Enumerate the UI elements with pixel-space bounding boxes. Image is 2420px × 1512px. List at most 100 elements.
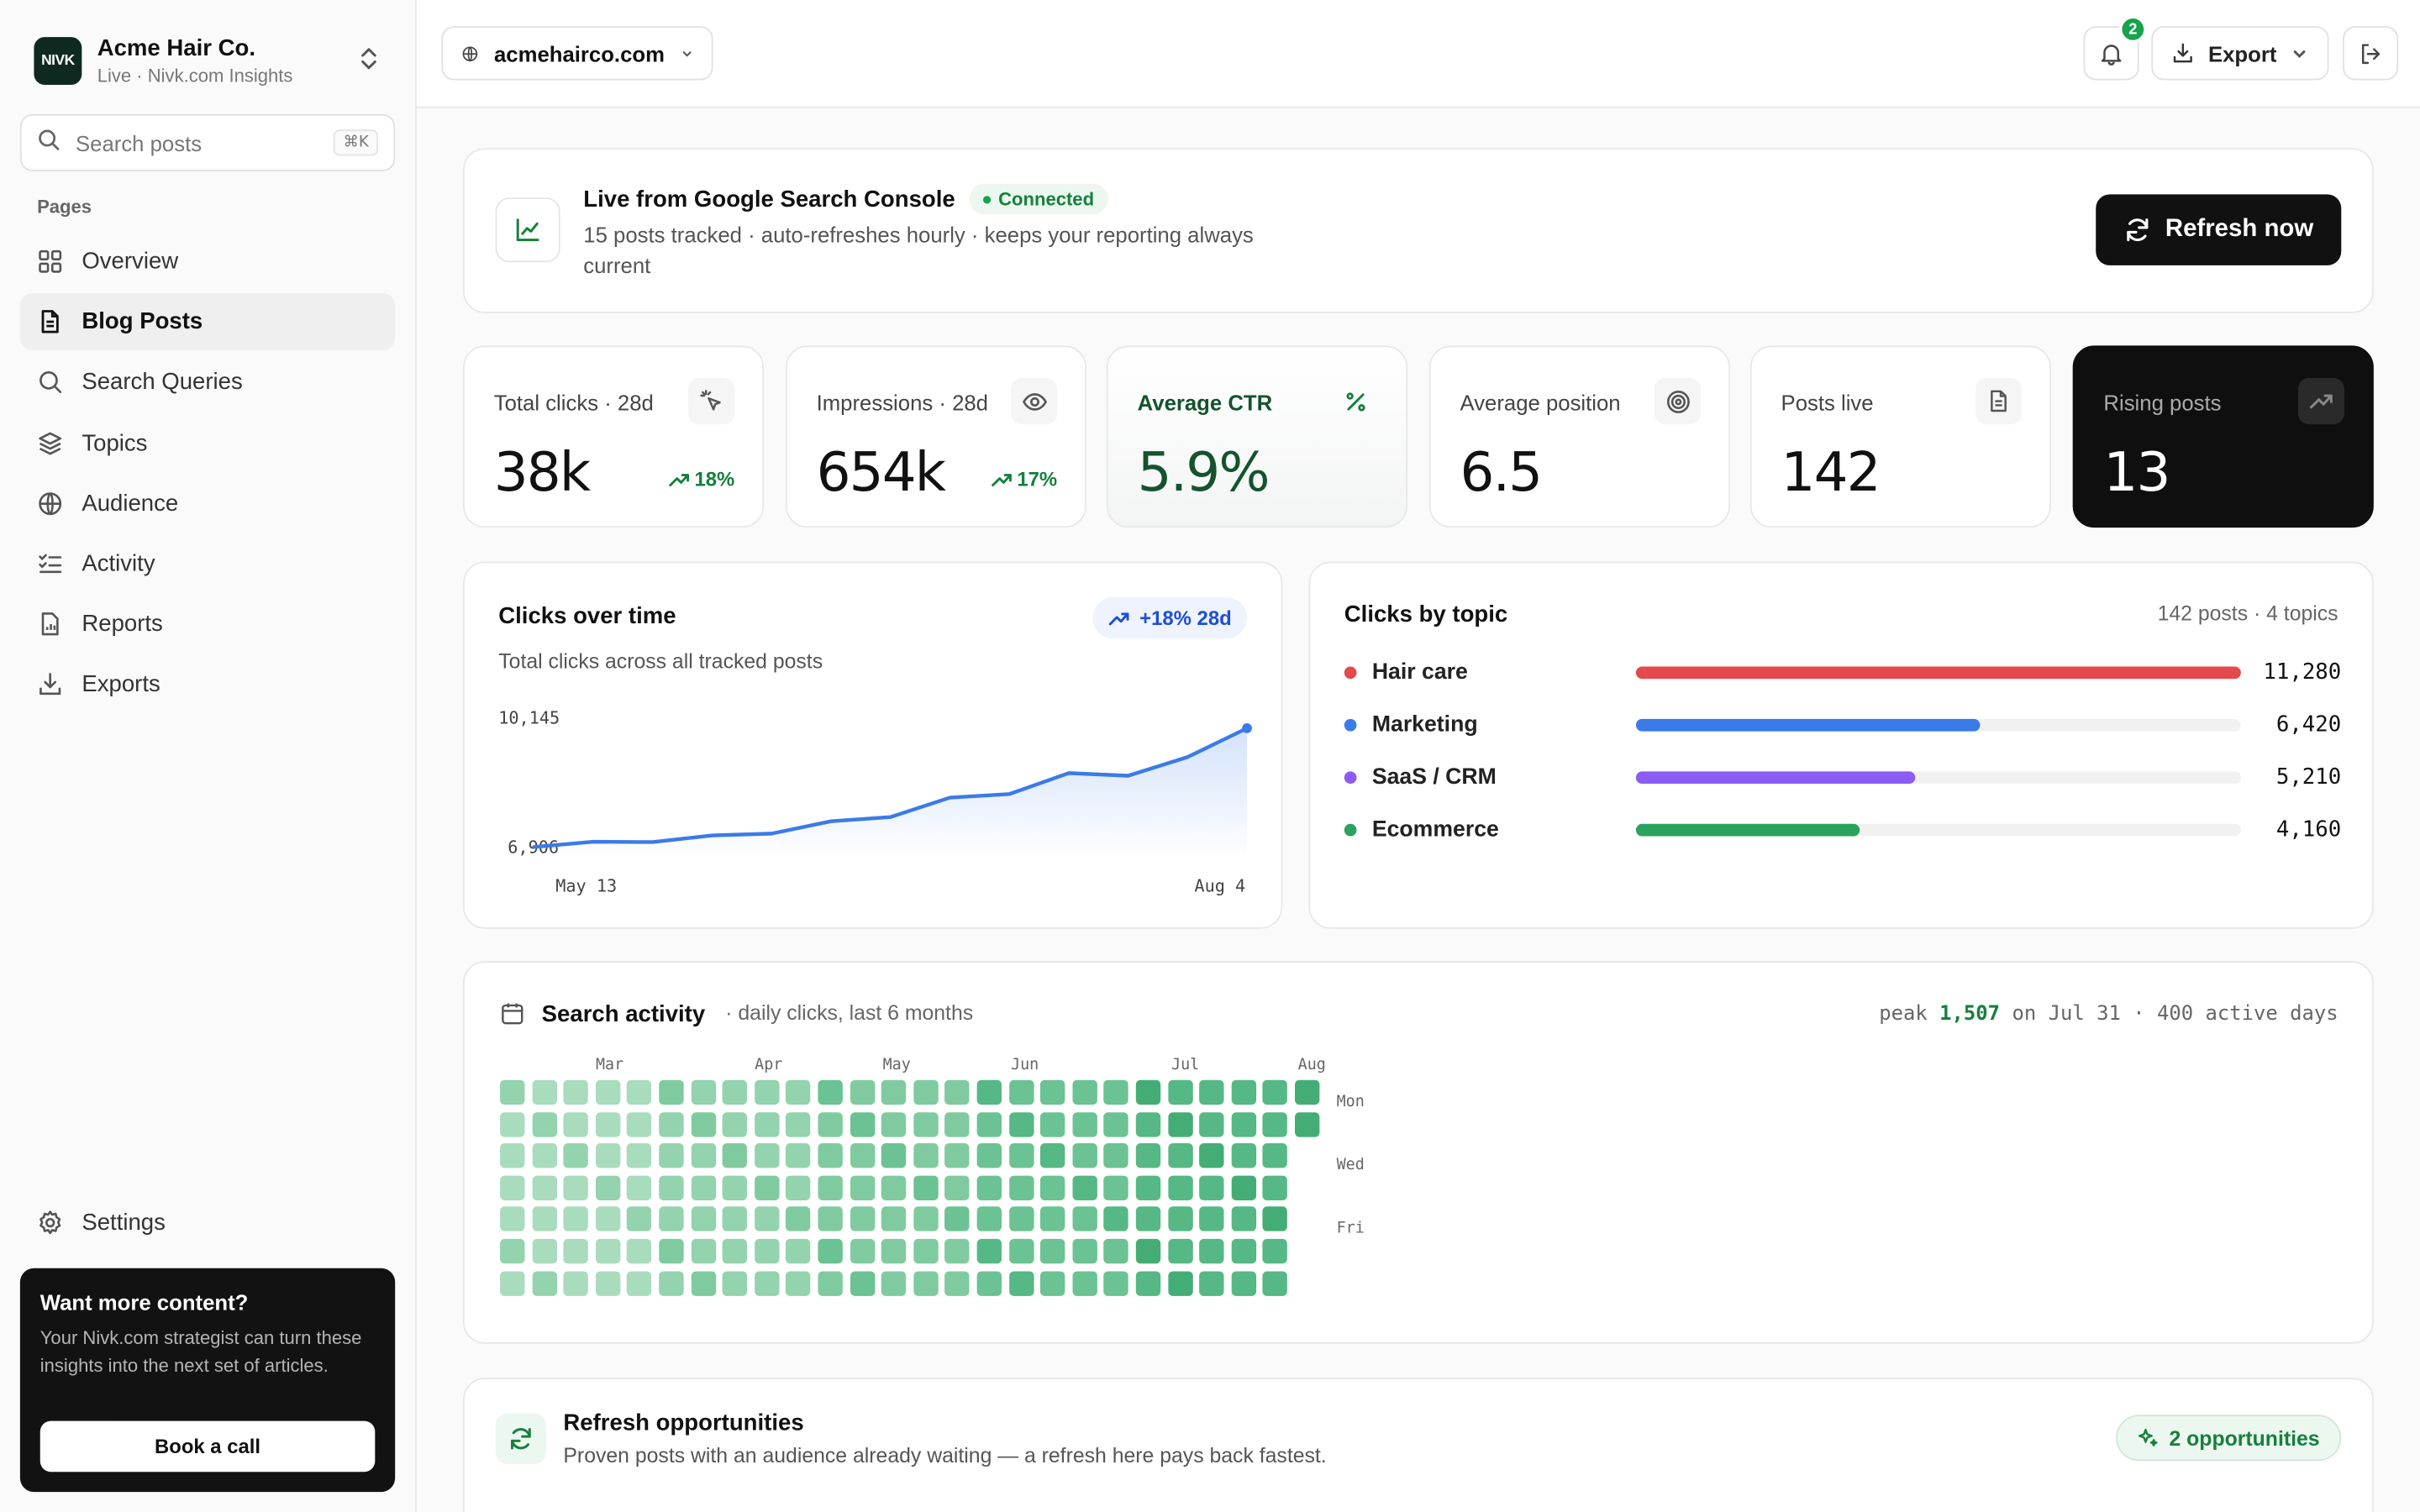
heatmap-cell[interactable] (1263, 1143, 1288, 1168)
heatmap-cell[interactable] (1294, 1079, 1320, 1105)
heatmap-cell[interactable] (595, 1079, 620, 1105)
heatmap-cell[interactable] (627, 1111, 652, 1137)
export-button[interactable]: Export (2151, 26, 2329, 81)
heatmap-cell[interactable] (1167, 1143, 1193, 1168)
heatmap-cell[interactable] (659, 1175, 684, 1200)
search-input[interactable] (75, 130, 308, 155)
heatmap-cell[interactable] (976, 1143, 1002, 1168)
heatmap-cell[interactable] (627, 1175, 652, 1200)
heatmap-cell[interactable] (818, 1175, 843, 1200)
heatmap-cell[interactable] (627, 1079, 652, 1105)
heatmap-cell[interactable] (1072, 1143, 1097, 1168)
heatmap-cell[interactable] (944, 1175, 971, 1200)
heatmap-cell[interactable] (1294, 1111, 1320, 1137)
heatmap-cell[interactable] (850, 1207, 875, 1232)
heatmap-cell[interactable] (881, 1111, 907, 1137)
heatmap-cell[interactable] (944, 1270, 971, 1296)
logout-button[interactable] (2343, 26, 2399, 81)
heatmap-cell[interactable] (1135, 1079, 1161, 1105)
heatmap-cell[interactable] (659, 1079, 684, 1105)
heatmap-cell[interactable] (1263, 1270, 1288, 1296)
heatmap-cell[interactable] (1040, 1175, 1065, 1200)
heatmap-cell[interactable] (1231, 1111, 1256, 1137)
sidebar-item-audience[interactable]: Audience (20, 475, 395, 532)
heatmap-cell[interactable] (754, 1079, 780, 1105)
heatmap-cell[interactable] (1072, 1111, 1097, 1137)
heatmap-cell[interactable] (531, 1079, 557, 1105)
heatmap-cell[interactable] (1008, 1238, 1034, 1264)
heatmap-cell[interactable] (786, 1207, 811, 1232)
heatmap-cell[interactable] (722, 1207, 748, 1232)
heatmap-cell[interactable] (531, 1270, 557, 1296)
heatmap-cell[interactable] (976, 1207, 1002, 1232)
heatmap-cell[interactable] (691, 1175, 716, 1200)
heatmap-cell[interactable] (1199, 1111, 1224, 1137)
heatmap-cell[interactable] (944, 1111, 971, 1137)
heatmap-cell[interactable] (691, 1270, 716, 1296)
heatmap-cell[interactable] (1199, 1270, 1224, 1296)
topic-row[interactable]: Ecommerce 4,160 (1344, 815, 2341, 846)
heatmap-cell[interactable] (563, 1175, 589, 1200)
heatmap-cell[interactable] (913, 1238, 939, 1264)
heatmap-cell[interactable] (1040, 1270, 1065, 1296)
heatmap-cell[interactable] (691, 1111, 716, 1137)
heatmap-cell[interactable] (1008, 1111, 1034, 1137)
heatmap-cell[interactable] (1040, 1238, 1065, 1264)
heatmap-cell[interactable] (1231, 1143, 1256, 1168)
heatmap-cell[interactable] (881, 1143, 907, 1168)
heatmap-cell[interactable] (1103, 1207, 1129, 1232)
heatmap-cell[interactable] (500, 1238, 525, 1264)
heatmap-cell[interactable] (1263, 1079, 1288, 1105)
heatmap-cell[interactable] (500, 1079, 525, 1105)
heatmap-cell[interactable] (881, 1270, 907, 1296)
heatmap-cell[interactable] (1263, 1175, 1288, 1200)
heatmap-cell[interactable] (881, 1079, 907, 1105)
heatmap-cell[interactable] (1008, 1270, 1034, 1296)
heatmap-cell[interactable] (1103, 1143, 1129, 1168)
sidebar-item-topics[interactable]: Topics (20, 414, 395, 471)
heatmap-cell[interactable] (595, 1143, 620, 1168)
heatmap-cell[interactable] (1231, 1270, 1256, 1296)
heatmap-cell[interactable] (850, 1079, 875, 1105)
heatmap-cell[interactable] (850, 1143, 875, 1168)
topic-row[interactable]: Hair care 11,280 (1344, 657, 2341, 688)
heatmap-cell[interactable] (722, 1111, 748, 1137)
heatmap-cell[interactable] (531, 1143, 557, 1168)
heatmap-cell[interactable] (913, 1175, 939, 1200)
heatmap-cell[interactable] (722, 1079, 748, 1105)
heatmap-cell[interactable] (595, 1207, 620, 1232)
heatmap-cell[interactable] (1263, 1207, 1288, 1232)
heatmap-cell[interactable] (786, 1270, 811, 1296)
heatmap-cell[interactable] (1231, 1079, 1256, 1105)
heatmap-cell[interactable] (944, 1207, 971, 1232)
heatmap-cell[interactable] (1231, 1207, 1256, 1232)
heatmap-cell[interactable] (500, 1143, 525, 1168)
heatmap-cell[interactable] (1072, 1238, 1097, 1264)
heatmap-cell[interactable] (1199, 1143, 1224, 1168)
heatmap-cell[interactable] (754, 1207, 780, 1232)
heatmap-cell[interactable] (786, 1143, 811, 1168)
heatmap-cell[interactable] (627, 1270, 652, 1296)
heatmap-cell[interactable] (976, 1270, 1002, 1296)
sidebar-item-settings[interactable]: Settings (37, 1210, 166, 1236)
heatmap-cell[interactable] (1040, 1143, 1065, 1168)
heatmap-cell[interactable] (531, 1111, 557, 1137)
heatmap-cell[interactable] (850, 1238, 875, 1264)
heatmap-cell[interactable] (659, 1270, 684, 1296)
heatmap-cell[interactable] (563, 1111, 589, 1137)
sidebar-item-overview[interactable]: Overview (20, 233, 395, 290)
heatmap-cell[interactable] (1135, 1238, 1161, 1264)
heatmap-cell[interactable] (1008, 1207, 1034, 1232)
heatmap-cell[interactable] (1199, 1207, 1224, 1232)
sidebar-item-reports[interactable]: Reports (20, 596, 395, 653)
heatmap-cell[interactable] (1040, 1111, 1065, 1137)
heatmap-cell[interactable] (722, 1175, 748, 1200)
heatmap-cell[interactable] (691, 1143, 716, 1168)
refresh-now-button[interactable]: Refresh now (2096, 194, 2342, 265)
workspace-switcher[interactable]: NIVK Acme Hair Co. Live · Nivk.com Insig… (34, 34, 395, 86)
heatmap-cell[interactable] (881, 1207, 907, 1232)
heatmap-cell[interactable] (1103, 1270, 1129, 1296)
sidebar-item-activity[interactable]: Activity (20, 535, 395, 592)
heatmap-cell[interactable] (913, 1270, 939, 1296)
sidebar-item-exports[interactable]: Exports (20, 656, 395, 713)
